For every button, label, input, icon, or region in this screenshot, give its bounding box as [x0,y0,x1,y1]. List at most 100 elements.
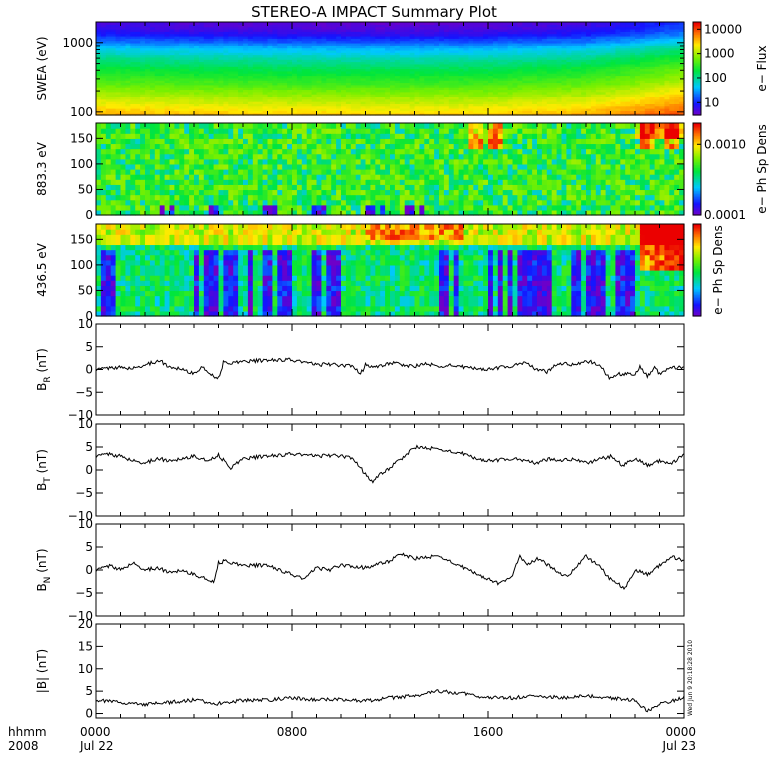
heatmap-cell [282,66,288,70]
heatmap-cell [189,73,195,77]
heatmap-cell [198,54,205,58]
heatmap-cell [105,45,112,49]
heatmap-cell [434,80,440,84]
heatmap-cell [385,103,391,107]
heatmap-cell [198,103,205,107]
heatmap-cell [316,54,322,58]
heatmap-cell [169,73,175,77]
heatmap-cell [630,63,636,67]
heatmap-cell [336,63,342,67]
heatmap-cell [287,103,293,107]
heatmap-cell [424,68,430,72]
heatmap-cell [96,61,102,65]
heatmap-cell [448,82,455,86]
heatmap-cell [380,56,386,60]
colorbar-cell [693,88,701,91]
heatmap-cell [145,31,151,35]
heatmap-cell [610,77,616,81]
heatmap-cell [96,54,102,58]
heatmap-cell [664,56,670,60]
heatmap-cell [360,103,367,107]
heatmap-cell [390,103,396,107]
heatmap-cell [546,26,553,30]
heatmap-cell [262,40,269,44]
heatmap-cell [654,73,661,77]
heatmap-cell [404,59,411,63]
heatmap-cell [174,98,180,102]
heatmap-cell [96,101,102,104]
heatmap-cell [439,110,445,114]
heatmap-cell [282,80,288,84]
heatmap-cell [120,75,126,79]
heatmap-cell [243,26,249,30]
heatmap-cell [233,77,239,81]
heatmap-cell [473,26,479,30]
heatmap-cell [238,22,244,25]
heatmap-cell [287,33,293,37]
heatmap-cell [483,40,489,44]
heatmap-cell [120,101,126,104]
heatmap-cell [149,61,156,65]
heatmap-cell [443,112,450,116]
heatmap-cell [331,87,337,91]
heatmap-cell [424,52,430,56]
heatmap-cell [659,26,665,30]
heatmap-cell [159,82,166,86]
heatmap-cell [600,47,607,51]
heatmap-cell [654,33,661,37]
heatmap-cell [164,84,171,88]
heatmap-cell [336,80,342,84]
heatmap-cell [492,103,499,107]
heatmap-cell [350,56,357,60]
heatmap-cell [154,110,161,114]
heatmap-cell [130,103,136,107]
heatmap-cell [532,110,538,114]
heatmap-cell [282,110,288,114]
heatmap-cell [561,24,567,28]
heatmap-cell [331,52,337,56]
heatmap-cell [635,94,641,97]
heatmap-cell [605,75,612,79]
colorbar-tick-label: 1000 [704,47,735,61]
heatmap-cell [380,103,386,107]
heatmap-cell [586,33,592,37]
heatmap-cell [483,75,489,79]
heatmap-cell [252,54,259,58]
heatmap-cell [590,94,597,97]
heatmap-cell [100,54,107,58]
heatmap-cell [277,87,283,91]
heatmap-cell [541,35,548,39]
heatmap-cell [590,63,597,67]
heatmap-cell [316,209,322,216]
heatmap-cell [439,87,445,91]
heatmap-cell [409,98,416,102]
heatmap-cell [218,42,224,46]
heatmap-cell [292,89,298,93]
heatmap-cell [296,110,303,114]
heatmap-cell [556,68,563,72]
heatmap-cell [238,70,244,74]
heatmap-cell [414,59,420,63]
heatmap-cell [252,31,259,35]
heatmap-cell [581,56,587,60]
heatmap-cell [380,110,386,114]
heatmap-cell [625,56,631,60]
heatmap-cell [203,47,210,51]
heatmap-cell [301,73,308,77]
heatmap-cell [174,101,180,104]
heatmap-cell [105,38,112,42]
heatmap-cell [625,68,631,72]
heatmap-cell [375,84,381,88]
heatmap-cell [262,77,269,81]
heatmap-cell [164,42,171,46]
heatmap-cell [404,89,411,93]
heatmap-cell [189,84,195,88]
heatmap-cell [620,108,626,111]
heatmap-cell [512,108,518,111]
heatmap-cell [566,87,572,91]
heatmap-cell [301,35,308,39]
heatmap-cell [311,96,318,100]
heatmap-cell [198,87,205,91]
heatmap-cell [154,84,161,88]
heatmap-cell [370,63,376,67]
